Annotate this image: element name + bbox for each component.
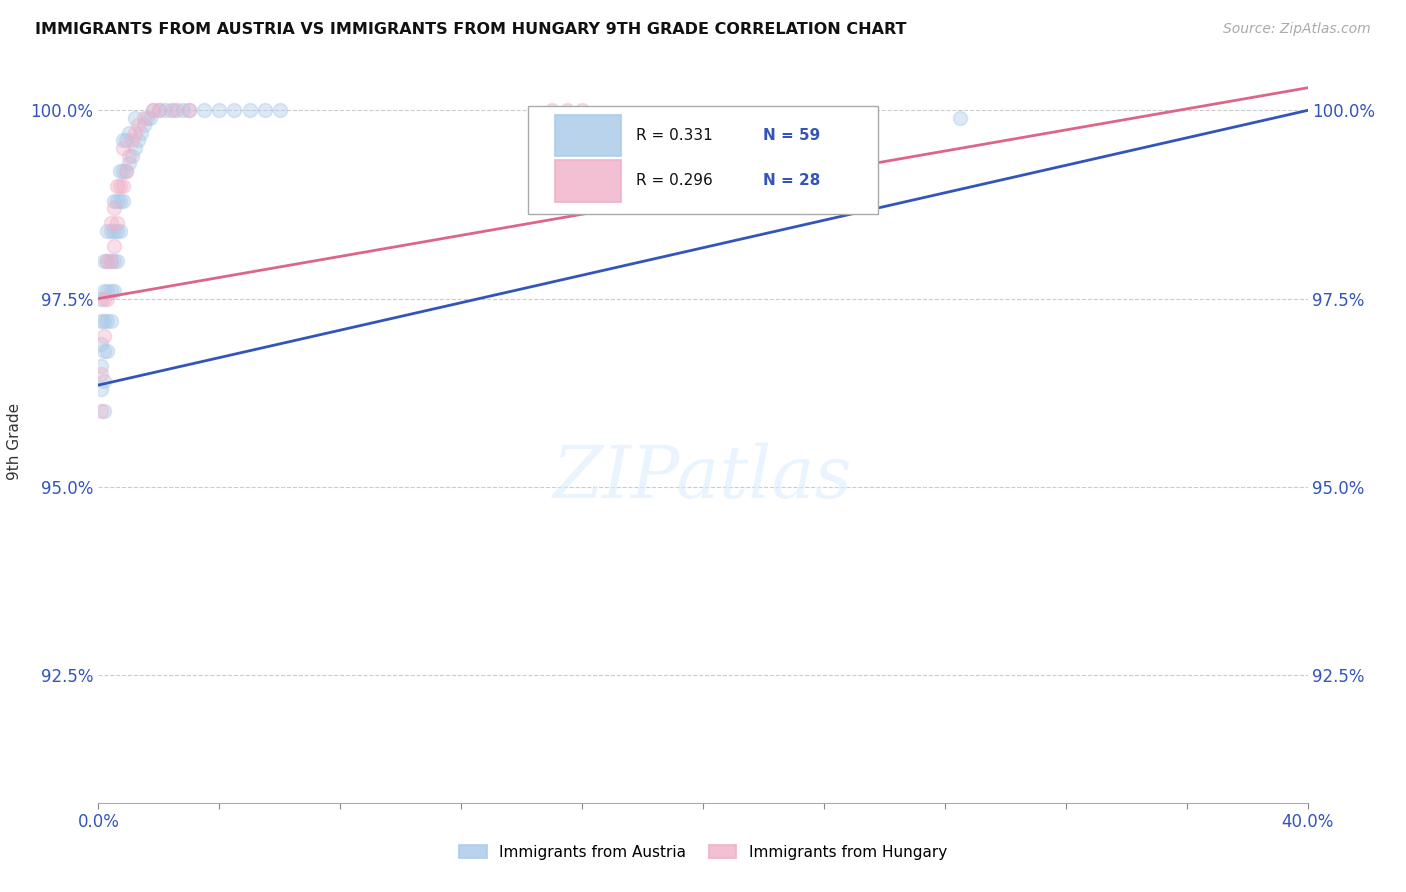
Y-axis label: 9th Grade: 9th Grade [7, 403, 22, 480]
Point [571, 103, 593, 118]
Point [114, 163, 136, 178]
Point [103, 224, 125, 238]
Text: Source: ZipAtlas.com: Source: ZipAtlas.com [1223, 22, 1371, 37]
Point [93, 344, 115, 359]
Point [103, 194, 125, 208]
Point [96, 314, 118, 328]
Point [96, 344, 118, 359]
Point [540, 103, 562, 118]
Point [224, 103, 246, 118]
Point [111, 134, 134, 148]
Point [114, 163, 136, 178]
Point [269, 103, 291, 118]
Point [111, 163, 134, 178]
Point [93, 254, 115, 268]
Point [179, 103, 201, 118]
Point [90, 359, 112, 374]
Text: N = 28: N = 28 [763, 174, 821, 188]
Point [163, 103, 186, 118]
Point [96, 292, 118, 306]
Point [239, 103, 262, 118]
Point [96, 254, 118, 268]
Point [103, 201, 125, 215]
Point [93, 329, 115, 343]
Point [105, 224, 128, 238]
Point [105, 254, 128, 268]
Point [124, 111, 146, 125]
Text: ZIPatlas: ZIPatlas [553, 442, 853, 513]
Text: N = 59: N = 59 [763, 128, 821, 143]
Point [142, 103, 165, 118]
Text: R = 0.331: R = 0.331 [637, 128, 713, 143]
Point [90, 404, 112, 418]
Point [100, 254, 122, 268]
Point [103, 239, 125, 253]
Legend: Immigrants from Austria, Immigrants from Hungary: Immigrants from Austria, Immigrants from… [451, 837, 955, 867]
Point [111, 178, 134, 193]
Point [90, 382, 112, 396]
Point [108, 224, 131, 238]
Point [118, 156, 141, 170]
Point [108, 163, 131, 178]
Point [135, 111, 157, 125]
Point [100, 216, 122, 230]
Point [166, 103, 188, 118]
Point [93, 292, 115, 306]
Point [103, 284, 125, 298]
Point [139, 111, 162, 125]
Point [253, 103, 276, 118]
Point [160, 103, 183, 118]
Point [124, 141, 146, 155]
Point [111, 141, 134, 155]
Point [100, 284, 122, 298]
Point [111, 194, 134, 208]
Point [93, 284, 115, 298]
Point [148, 103, 170, 118]
Point [193, 103, 215, 118]
Point [93, 404, 115, 418]
FancyBboxPatch shape [555, 115, 621, 156]
Text: IMMIGRANTS FROM AUSTRIA VS IMMIGRANTS FROM HUNGARY 9TH GRADE CORRELATION CHART: IMMIGRANTS FROM AUSTRIA VS IMMIGRANTS FR… [35, 22, 907, 37]
Point [100, 314, 122, 328]
Point [114, 134, 136, 148]
Point [118, 148, 141, 162]
Point [93, 375, 115, 389]
FancyBboxPatch shape [555, 161, 621, 202]
Point [90, 336, 112, 351]
Point [96, 254, 118, 268]
Point [100, 224, 122, 238]
Point [132, 119, 155, 133]
Point [105, 194, 128, 208]
Point [127, 134, 149, 148]
FancyBboxPatch shape [527, 105, 879, 214]
Point [96, 284, 118, 298]
Point [148, 103, 170, 118]
Point [172, 103, 194, 118]
Point [90, 367, 112, 381]
Point [105, 216, 128, 230]
Point [153, 103, 176, 118]
Point [90, 292, 112, 306]
Point [129, 126, 152, 140]
Point [132, 111, 155, 125]
Point [555, 103, 578, 118]
Point [118, 126, 141, 140]
Point [108, 194, 131, 208]
Point [96, 224, 118, 238]
Point [949, 111, 972, 125]
Point [179, 103, 201, 118]
Text: R = 0.296: R = 0.296 [637, 174, 713, 188]
Point [103, 254, 125, 268]
Point [105, 178, 128, 193]
Point [100, 254, 122, 268]
Point [90, 314, 112, 328]
Point [93, 314, 115, 328]
Point [124, 126, 146, 140]
Point [108, 178, 131, 193]
Point [142, 103, 165, 118]
Point [208, 103, 231, 118]
Point [121, 134, 143, 148]
Point [127, 119, 149, 133]
Point [121, 148, 143, 162]
